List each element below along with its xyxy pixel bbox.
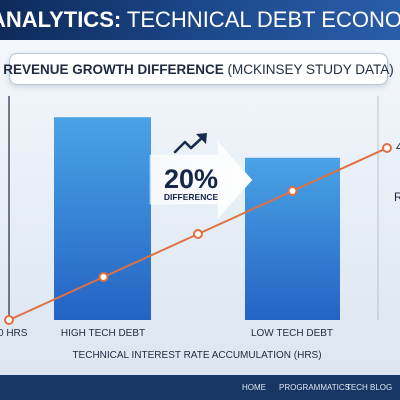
- chart-subtitle-bold: REVENUE GROWTH DIFFERENCE: [3, 61, 224, 77]
- category-label-0: HIGH TECH DEBT: [61, 328, 145, 339]
- chart-subtitle-rest: (MCKINSEY STUDY DATA): [227, 61, 394, 77]
- line-point-0: [4, 315, 14, 325]
- footer: HOME PROGRAMMATICS TECH BLOG: [0, 375, 400, 400]
- difference-callout: 20% DIFFERENCE: [149, 133, 253, 219]
- callout-label: DIFFERENCE: [164, 192, 219, 202]
- start-label: 0 HRS: [0, 328, 28, 339]
- callout-value: 20%: [164, 164, 218, 194]
- footer-link-tech-blog[interactable]: TECH BLOG: [346, 383, 393, 392]
- page-title-rest: TECHNICAL DEBT ECONOMICS: [126, 7, 400, 32]
- category-labels: HIGH TECH DEBT LOW TECH DEBT: [61, 328, 333, 339]
- bar-0: [54, 117, 151, 320]
- footer-link-home[interactable]: HOME: [242, 383, 266, 392]
- bar-1: [245, 157, 340, 320]
- trend-up-icon: [173, 133, 207, 154]
- line-point-3: [287, 186, 298, 196]
- x-axis-title: TECHNICAL INTEREST RATE ACCUMULATION (HR…: [72, 350, 321, 361]
- page-header: ANALYTICS: TECHNICAL DEBT ECONOMICS: [0, 0, 400, 40]
- chart-subtitle-box: REVENUE GROWTH DIFFERENCE (MCKINSEY STUD…: [3, 53, 394, 85]
- page-title-bold: ANALYTICS:: [0, 7, 122, 32]
- bars-group: [54, 117, 340, 320]
- right-label-mid: R: [394, 190, 400, 204]
- page-title: ANALYTICS: TECHNICAL DEBT ECONOMICS: [0, 7, 400, 33]
- right-label-top: 4: [396, 140, 400, 154]
- line-point-1: [98, 272, 109, 282]
- callout-arrow-shape: [149, 141, 253, 219]
- line-point-4: [382, 143, 392, 153]
- category-label-1: LOW TECH DEBT: [251, 328, 333, 339]
- overlay-line-group: [4, 143, 392, 325]
- chart-subtitle: REVENUE GROWTH DIFFERENCE (MCKINSEY STUD…: [3, 62, 394, 77]
- chart: 20% DIFFERENCE 4 R HIGH TECH DEBT LOW TEC…: [0, 96, 400, 361]
- line-point-2: [193, 229, 203, 239]
- footer-link-programmatics[interactable]: PROGRAMMATICS: [279, 383, 350, 392]
